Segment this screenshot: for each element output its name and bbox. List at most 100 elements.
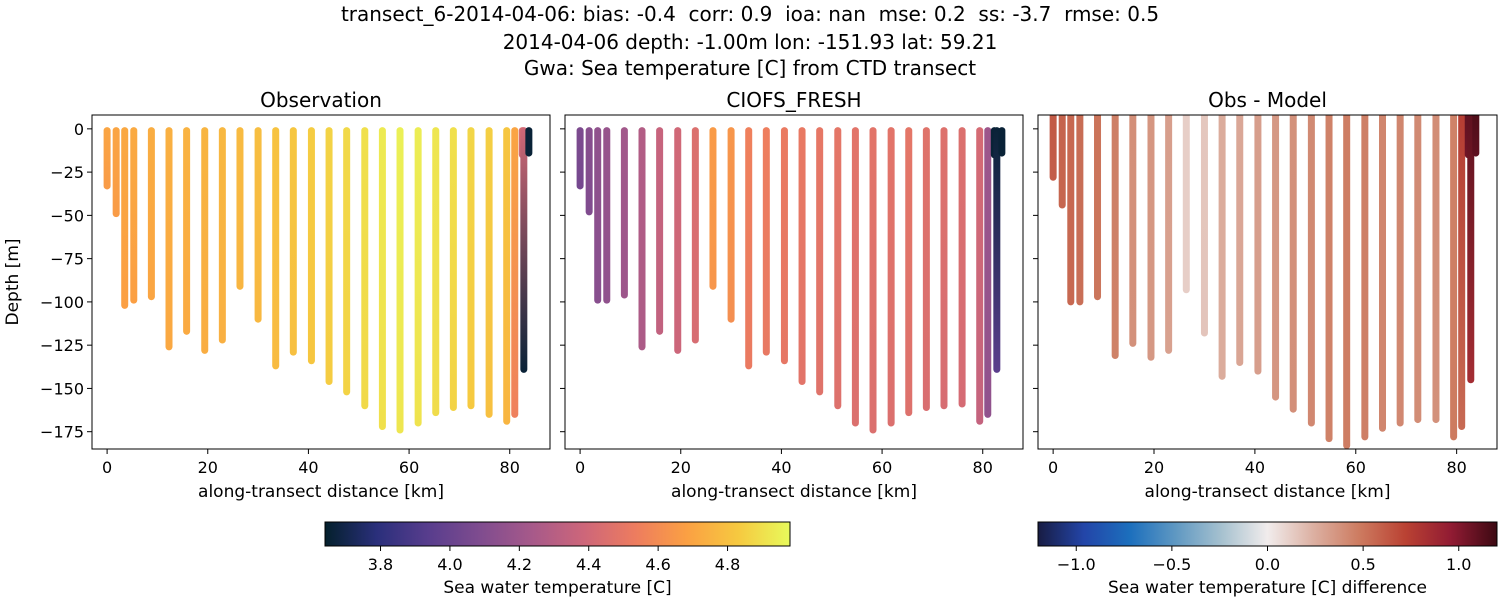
cast-profile: [674, 127, 682, 354]
cast-profile: [511, 127, 519, 418]
colorbar-label: Sea water temperature [C] difference: [1108, 578, 1427, 598]
cast-profile: [727, 127, 735, 323]
cast-profile: [984, 127, 992, 418]
cast-profile: [656, 127, 664, 335]
cast-profile: [449, 127, 457, 411]
cast-profile: [432, 127, 440, 417]
cast-profile: [869, 127, 877, 434]
x-tick-label: 60: [872, 458, 892, 477]
colorbar-gradient: [1037, 521, 1498, 547]
panel-title: Observation: [260, 88, 382, 112]
cast-profile: [103, 127, 111, 190]
casts-group: [576, 127, 1006, 434]
cast-profile: [121, 127, 129, 309]
cast-profile: [887, 127, 895, 427]
cast-profile: [594, 127, 602, 304]
panel-title: Obs - Model: [1208, 88, 1327, 112]
cast-profile: [1450, 115, 1458, 441]
y-tick-label: −150: [40, 379, 84, 398]
cast-profile: [576, 127, 584, 190]
cast-profile: [958, 127, 966, 408]
cast-profile: [1165, 115, 1173, 354]
cast-profile: [1396, 115, 1404, 427]
cast-profile: [998, 127, 1006, 157]
cast-profile: [1361, 115, 1369, 441]
cast-profile: [1432, 115, 1440, 424]
cast-profile: [585, 127, 593, 216]
cast-profile: [603, 127, 611, 304]
cast-profile: [1307, 115, 1315, 427]
cast-profile: [147, 127, 155, 301]
cast-profile: [780, 127, 788, 365]
y-tick-label: −25: [50, 163, 84, 182]
colorbar-tick-label: 3.8: [368, 555, 393, 574]
x-tick-label: 40: [1245, 458, 1265, 477]
axes-frame: [1037, 114, 1498, 450]
cast-profile: [1379, 115, 1387, 432]
colorbar-tick-label: 4.4: [576, 555, 601, 574]
cast-profile: [289, 127, 297, 356]
x-tick-label: 80: [1446, 458, 1466, 477]
figure-title-line-1: transect_6-2014-04-06: bias: -0.4 corr: …: [340, 2, 1160, 26]
cast-profile: [976, 127, 984, 425]
cast-profile: [1289, 115, 1297, 413]
cast-profile: [520, 127, 528, 373]
cast-profile: [1076, 115, 1084, 306]
cast-profile: [130, 127, 138, 304]
panel-1: 0 20 40 60 80 0 −25 −50 −75 −100 −125 −150 −175 Obser…: [3, 88, 551, 502]
y-tick-label: 0: [74, 120, 84, 139]
cast-profile: [905, 127, 913, 417]
y-tick-label: −100: [40, 293, 84, 312]
cast-profile: [1414, 115, 1422, 424]
cast-profile: [1467, 115, 1475, 384]
colorbar-tick-label: 4.8: [715, 555, 740, 574]
colorbar-tick-label: 4.6: [645, 555, 670, 574]
cast-profile: [343, 127, 351, 396]
colorbar-2: −1.0 −0.5 0.0 0.5 1.0 Sea water temperature […: [1037, 521, 1498, 598]
x-tick-label: 20: [1144, 458, 1164, 477]
cast-profile: [1111, 115, 1119, 360]
panel-title: CIOFS_FRESH: [726, 88, 861, 112]
cast-profile: [485, 127, 493, 418]
cast-profile: [378, 127, 386, 431]
cast-profile: [691, 127, 699, 344]
cast-profile: [922, 127, 930, 411]
cast-profile: [307, 127, 315, 365]
y-tick-label: −175: [40, 423, 84, 442]
cast-profile: [1049, 115, 1057, 181]
colorbar-label: Sea water temperature [C]: [443, 578, 671, 598]
cast-profile: [1058, 115, 1066, 209]
cast-profile: [620, 127, 628, 299]
x-tick-label: 40: [771, 458, 791, 477]
cast-profile: [165, 127, 173, 351]
x-tick-label: 0: [575, 458, 585, 477]
cast-profile: [1458, 115, 1466, 431]
y-tick-label: −125: [40, 336, 84, 355]
x-tick-label: 80: [973, 458, 993, 477]
cast-profile: [816, 127, 824, 396]
colorbar-tick-label: 4.0: [437, 555, 462, 574]
axes-frame: [564, 114, 1024, 450]
casts-group: [1049, 115, 1480, 449]
cast-profile: [638, 127, 646, 351]
cast-profile: [396, 127, 404, 434]
cast-profile: [798, 127, 806, 386]
cast-profile: [1218, 115, 1226, 380]
x-tick-label: 80: [500, 458, 520, 477]
cast-profile: [112, 127, 120, 218]
cast-profile: [745, 127, 753, 370]
cast-profile: [1325, 115, 1333, 443]
colorbar-tick-label: 0.0: [1255, 555, 1280, 574]
cast-profile: [1182, 115, 1190, 294]
x-tick-label: 20: [671, 458, 691, 477]
cast-profile: [325, 127, 333, 386]
x-tick-label: 60: [399, 458, 419, 477]
panels: 0 20 40 60 80 0 −25 −50 −75 −100 −125 −150 −175 Obser…: [3, 88, 1498, 502]
cast-profile: [1094, 115, 1102, 301]
panel-3: 0 20 40 60 80 Obs - Model along-transect dista…: [1033, 88, 1498, 502]
colorbar-1: 3.8 4.0 4.2 4.4 4.6 4.8 Sea water temperature …: [324, 521, 791, 598]
x-tick-label: 40: [298, 458, 318, 477]
cast-profile: [236, 127, 244, 290]
panel-2: 0 20 40 60 80 CIOFS_FRESH along-transect dista…: [560, 88, 1024, 502]
